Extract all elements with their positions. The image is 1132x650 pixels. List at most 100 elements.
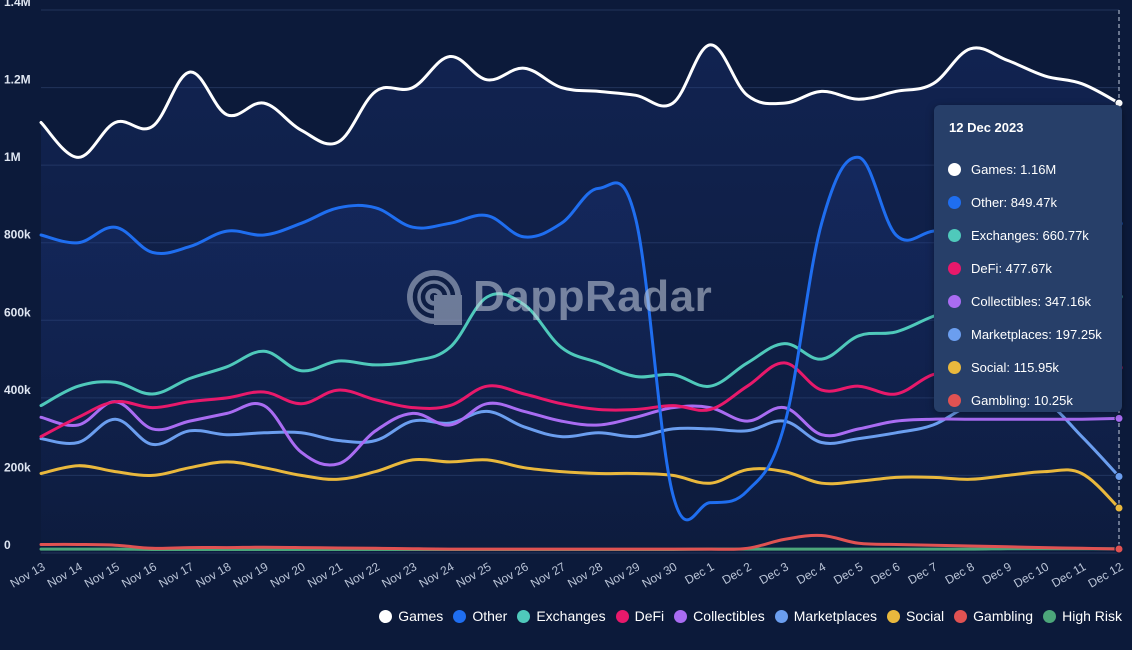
tooltip-row: Social: 115.95k	[948, 351, 1108, 384]
area-fills	[41, 44, 1119, 553]
x-tick-label: Nov 14	[45, 559, 85, 590]
legend-dot-icon	[379, 609, 393, 623]
tooltip-value: Games: 1.16M	[971, 162, 1057, 177]
x-tick-label: Nov 19	[231, 559, 271, 590]
series-dot-icon	[948, 295, 961, 308]
x-tick-label: Dec 6	[868, 559, 902, 587]
x-tick-label: Dec 8	[943, 559, 977, 587]
tooltip-row: DeFi: 477.67k	[948, 252, 1108, 285]
legend-label: Other	[472, 608, 508, 624]
tooltip-row: Collectibles: 347.16k	[948, 285, 1108, 318]
series-line-marketplaces[interactable]	[39, 397, 1121, 478]
x-tick-label: Nov 24	[416, 559, 456, 590]
legend-dot-icon	[674, 609, 688, 623]
tooltip-row: Marketplaces: 197.25k	[948, 318, 1108, 351]
x-tick-label: Dec 12	[1086, 559, 1126, 590]
tooltip-date: 12 Dec 2023	[949, 120, 1024, 135]
series-dot-icon	[948, 229, 961, 242]
x-tick-label: Nov 22	[342, 559, 382, 590]
tooltip-row: Gambling: 10.25k	[948, 384, 1108, 417]
x-tick-label: Nov 18	[193, 559, 233, 590]
x-tick-label: Nov 28	[565, 559, 605, 590]
hover-point	[1114, 544, 1124, 554]
legend-label: Games	[398, 608, 444, 624]
series-line-games[interactable]	[39, 43, 1121, 159]
x-tick-label: Nov 15	[82, 559, 122, 590]
y-tick-label: 600k	[4, 305, 31, 319]
hover-point	[1114, 471, 1124, 481]
series-line-collectibles[interactable]	[39, 400, 1121, 467]
tooltip-row: Other: 849.47k	[948, 186, 1108, 219]
x-tick-label: Nov 20	[268, 559, 308, 590]
series-lines	[39, 43, 1121, 552]
x-tick-label: Nov 27	[528, 559, 568, 590]
x-tick-label: Nov 16	[119, 559, 159, 590]
x-tick-label: Nov 26	[491, 559, 531, 590]
y-tick-label: 400k	[4, 383, 31, 397]
y-axis: 0 200k 400k 600k 800k 1M 1.2M 1.4M	[4, 0, 31, 552]
legend-item-collectibles[interactable]: Collectibles	[674, 608, 765, 624]
legend-dot-icon	[1043, 609, 1057, 623]
legend-dot-icon	[517, 609, 531, 623]
y-tick-label: 800k	[4, 228, 31, 242]
x-tick-label: Nov 23	[379, 559, 419, 590]
legend-label: Gambling	[973, 608, 1034, 624]
x-tick-label: Nov 30	[639, 559, 679, 590]
legend-item-marketplaces[interactable]: Marketplaces	[774, 608, 878, 624]
legend-dot-icon	[615, 609, 629, 623]
legend-dot-icon	[453, 609, 467, 623]
series-line-social[interactable]	[39, 457, 1121, 510]
hover-point	[1114, 503, 1124, 513]
tooltip-value: DeFi: 477.67k	[971, 261, 1052, 276]
legend-item-other[interactable]: Other	[453, 608, 507, 624]
series-dot-icon	[948, 394, 961, 407]
y-tick-label: 1.4M	[4, 0, 31, 9]
legend-item-gambling[interactable]: Gambling	[954, 608, 1033, 624]
series-dot-icon	[948, 262, 961, 275]
legend-label: Exchanges	[536, 608, 606, 624]
legend-item-exchanges[interactable]: Exchanges	[517, 608, 606, 624]
series-line-other[interactable]	[39, 155, 1121, 522]
y-tick-label: 200k	[4, 460, 31, 474]
x-tick-label: Dec 10	[1011, 559, 1051, 590]
x-tick-label: Nov 25	[454, 559, 494, 590]
legend-label: Collectibles	[693, 608, 765, 624]
legend-dot-icon	[954, 609, 968, 623]
legend-item-social[interactable]: Social	[887, 608, 944, 624]
x-tick-label: Dec 1	[682, 559, 716, 587]
x-tick-label: Nov 13	[8, 559, 48, 590]
series-dot-icon	[948, 361, 961, 374]
x-tick-label: Dec 3	[757, 559, 791, 587]
x-tick-label: Dec 4	[794, 559, 828, 587]
legend-item-games[interactable]: Games	[379, 608, 443, 624]
legend-item-high-risk[interactable]: High Risk	[1043, 608, 1122, 624]
legend-label: DeFi	[634, 608, 665, 624]
y-tick-label: 1M	[4, 150, 21, 164]
tooltip-value: Exchanges: 660.77k	[971, 228, 1089, 243]
tooltip-row: Exchanges: 660.77k	[948, 219, 1108, 252]
legend-dot-icon	[887, 609, 901, 623]
hover-point	[1114, 413, 1124, 423]
tooltip-value: Marketplaces: 197.25k	[971, 327, 1102, 342]
series-line-gambling[interactable]	[39, 533, 1121, 551]
x-tick-label: Dec 11	[1049, 559, 1088, 590]
x-tick-label: Dec 7	[905, 559, 939, 587]
legend-item-defi[interactable]: DeFi	[615, 608, 665, 624]
hover-tooltip: 12 Dec 2023 Games: 1.16M Other: 849.47k Ex…	[934, 105, 1122, 412]
y-tick-label: 1.2M	[4, 73, 31, 87]
series-dot-icon	[948, 196, 961, 209]
legend-label: High Risk	[1062, 608, 1122, 624]
legend-label: Marketplaces	[793, 608, 878, 624]
series-dot-icon	[948, 328, 961, 341]
x-tick-label: Dec 5	[831, 559, 865, 587]
x-tick-label: Nov 17	[156, 559, 196, 590]
legend-label: Social	[906, 608, 945, 624]
x-tick-label: Nov 21	[305, 559, 345, 590]
tooltip-row: Games: 1.16M	[948, 153, 1108, 186]
tooltip-value: Collectibles: 347.16k	[971, 294, 1091, 309]
tooltip-value: Other: 849.47k	[971, 195, 1057, 210]
tooltip-value: Gambling: 10.25k	[971, 393, 1073, 408]
